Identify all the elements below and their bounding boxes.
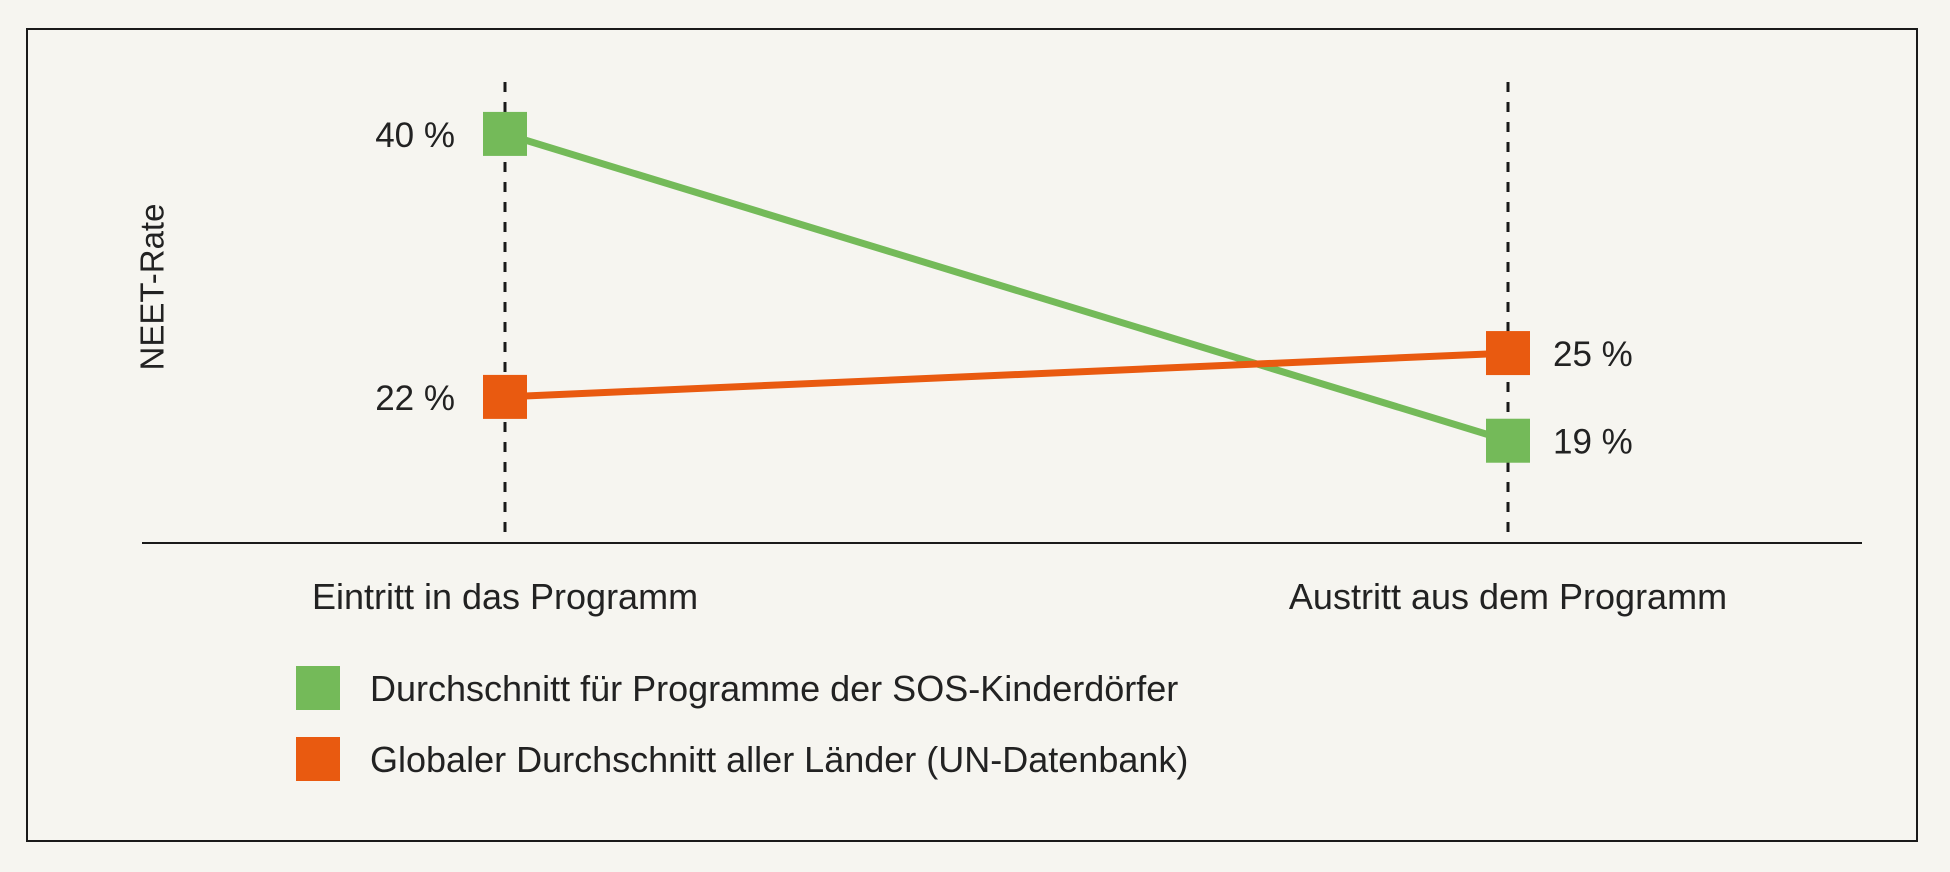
chart-frame (26, 28, 1918, 842)
data-labels: 40 % 19 % 22 % 25 % (375, 116, 1633, 462)
legend-swatch (296, 737, 340, 781)
x-tick-label: Eintritt in das Programm (312, 576, 698, 617)
x-axis-ticks: Eintritt in das Programm Austritt aus dem… (312, 576, 1727, 617)
data-point-marker (483, 374, 527, 419)
data-point-marker (1486, 331, 1530, 376)
category-guides (503, 82, 1510, 543)
series-line (503, 130, 1510, 445)
legend-label: Durchschnitt für Programme der SOS-Kinde… (370, 668, 1178, 709)
series-line (504, 349, 1509, 401)
data-point-marker (1486, 418, 1530, 463)
data-label: 19 % (1553, 423, 1633, 462)
data-label: 22 % (375, 379, 455, 418)
data-label: 40 % (375, 116, 455, 155)
data-label: 25 % (1553, 335, 1633, 374)
legend-label: Globaler Durchschnitt aller Länder (UN-D… (370, 739, 1188, 780)
series-lines (503, 130, 1510, 445)
legend-swatch (296, 666, 340, 710)
legend: Durchschnitt für Programme der SOS-Kinde… (296, 666, 1188, 781)
data-markers (483, 111, 1530, 463)
data-point-marker (483, 111, 527, 156)
x-tick-label: Austritt aus dem Programm (1289, 576, 1727, 617)
y-axis-label: NEET-Rate (134, 204, 171, 371)
